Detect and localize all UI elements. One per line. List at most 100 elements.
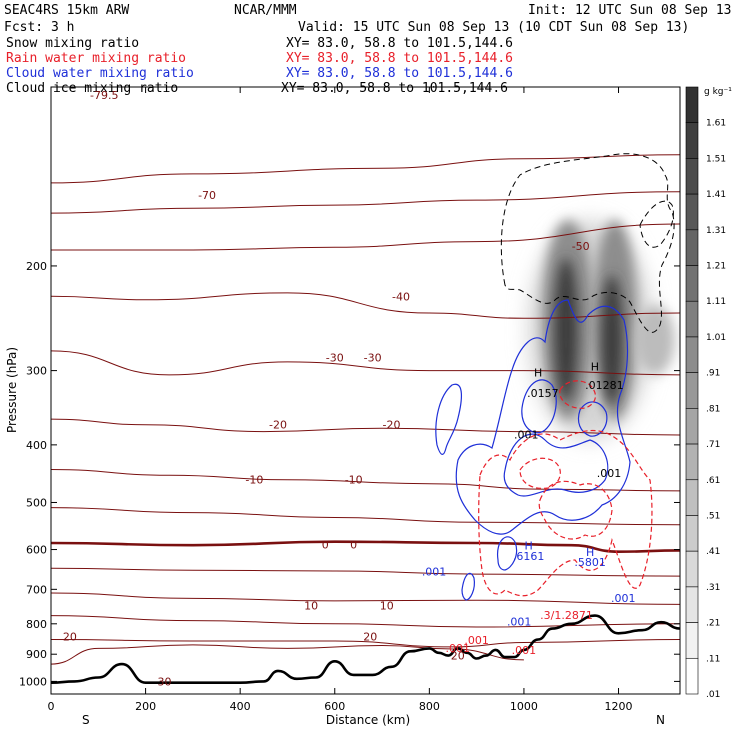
isotherm-5 bbox=[51, 567, 680, 577]
colorbar-label: 1.21 bbox=[706, 262, 726, 272]
isotherm-label: 10 bbox=[380, 599, 394, 612]
colorbar-box bbox=[685, 372, 699, 409]
cloud-ice-contours bbox=[500, 153, 675, 333]
cloud-water-contour-low bbox=[461, 572, 475, 601]
colorbar-label: .71 bbox=[706, 440, 720, 450]
isotherm-minus10 bbox=[51, 469, 680, 492]
top-edge-temperature-label: -79.5 bbox=[90, 89, 118, 102]
isotherm-label: -50 bbox=[572, 240, 590, 253]
y-tick-label: 700 bbox=[26, 583, 47, 596]
field-snow-name: Snow mixing ratio bbox=[6, 36, 139, 51]
colorbar-label: .41 bbox=[706, 547, 720, 557]
isotherm-20 bbox=[51, 639, 680, 648]
isotherm-minus60 bbox=[51, 191, 680, 214]
y-tick-label: 300 bbox=[26, 365, 47, 378]
field-cloudice-name: Cloud ice mixing ratio bbox=[6, 81, 178, 96]
field-rain-name: Rain water mixing ratio bbox=[6, 51, 186, 66]
colorbar-label: .11 bbox=[706, 654, 720, 664]
colorbar-box bbox=[685, 479, 699, 516]
colorbar-box bbox=[685, 515, 699, 552]
isotherm-label: -30 bbox=[326, 351, 344, 364]
contour-value-label: .001 bbox=[445, 642, 470, 655]
contour-value-label: H bbox=[534, 367, 542, 380]
plot-frame bbox=[50, 86, 681, 695]
snow-core-west bbox=[554, 258, 578, 402]
y-tick-label: 800 bbox=[26, 618, 47, 631]
contour-value-label: .001 bbox=[597, 467, 622, 480]
colorbar-box bbox=[685, 122, 699, 159]
colorbar-labels: 1.61 1.51 1.41 1.31 1.21 1.11 1.01 .91 .81 .71 .61… bbox=[706, 119, 726, 700]
rain-water-contour-outer bbox=[478, 429, 653, 597]
colorbar-label: 1.01 bbox=[706, 333, 726, 343]
isotherm-label: 0 bbox=[322, 538, 329, 551]
colorbar-label: .51 bbox=[706, 511, 720, 521]
field-cloudwater-name: Cloud water mixing ratio bbox=[6, 66, 194, 81]
colorbar-box bbox=[685, 229, 699, 266]
colorbar-box bbox=[685, 86, 699, 124]
colorbar: g kg⁻¹ 1.61 1.51 1.41 1.31 1.21 1.11 1.01 .91 .8… bbox=[685, 86, 732, 700]
isotherm-minus40 bbox=[51, 292, 680, 319]
x-tick-label: 800 bbox=[419, 700, 440, 713]
isotherm-minus50 bbox=[51, 223, 680, 251]
contour-value-label: .001 bbox=[507, 615, 532, 628]
snow-shade-tail bbox=[635, 305, 675, 375]
rain-water-contour-mid bbox=[519, 457, 561, 490]
isotherm-label: 0 bbox=[350, 538, 357, 551]
y-tick-label: 600 bbox=[26, 544, 47, 557]
colorbar-label: .01 bbox=[706, 690, 720, 700]
y-axis-label: Pressure (hPa) bbox=[5, 347, 19, 433]
cloud-water-contour-main bbox=[455, 299, 631, 535]
colorbar-label: .81 bbox=[706, 404, 720, 414]
isotherm-label: -70 bbox=[198, 189, 216, 202]
organization-label: NCAR/MMM bbox=[234, 3, 297, 18]
colorbar-label: 1.41 bbox=[706, 190, 726, 200]
colorbar-unit: g kg⁻¹ bbox=[704, 87, 732, 97]
contour-value-label: H bbox=[586, 546, 594, 559]
contour-value-label: .001 bbox=[514, 428, 539, 441]
field-cloudice-xy: XY= 83.0, 58.8 to 101.5,144.6 bbox=[281, 81, 508, 96]
y-tick-label: 1000 bbox=[19, 675, 47, 688]
contour-value-label: H bbox=[525, 540, 533, 553]
colorbar-box bbox=[685, 550, 699, 588]
isotherm-label: -20 bbox=[383, 419, 401, 432]
contour-value-label: .001 bbox=[422, 565, 447, 578]
colorbar-box bbox=[685, 336, 699, 373]
colorbar-box bbox=[685, 265, 699, 302]
isotherm-minus30 bbox=[51, 350, 680, 376]
contour-value-label: .0157 bbox=[527, 387, 559, 400]
model-title: SEAC4RS 15km ARW bbox=[4, 3, 129, 18]
cloud-water-contour-mid bbox=[503, 433, 609, 497]
axis-tick-labels: 0 200 400 600 800 1000 12002003004005006007008… bbox=[19, 260, 633, 713]
isotherm-lines bbox=[51, 154, 680, 665]
isotherm-25 bbox=[51, 644, 524, 665]
colorbar-box bbox=[685, 622, 699, 659]
isotherm-label: -40 bbox=[392, 290, 410, 303]
isotherm-label: 20 bbox=[451, 650, 465, 663]
field-rain-xy: XY= 83.0, 58.8 to 101.5,144.6 bbox=[286, 51, 513, 66]
isotherm-label: -10 bbox=[245, 473, 263, 486]
rain-water-contours bbox=[478, 380, 653, 597]
x-tick-label: 400 bbox=[230, 700, 251, 713]
x-tick-label: 200 bbox=[135, 700, 156, 713]
colorbar-box bbox=[685, 443, 699, 481]
contour-value-label: .001 bbox=[464, 634, 489, 647]
contour-value-label: .001 bbox=[611, 592, 636, 605]
cloud-ice-contour-outer bbox=[500, 153, 675, 333]
colorbar-label: 1.51 bbox=[706, 154, 726, 164]
forecast-hour: Fcst: 3 h bbox=[4, 20, 74, 35]
colorbar-label: .31 bbox=[706, 583, 720, 593]
isotherm-minus70 bbox=[51, 154, 680, 184]
colorbar-label: 1.61 bbox=[706, 119, 726, 129]
isotherm-0 bbox=[51, 540, 680, 554]
axis-ticks bbox=[50, 87, 680, 694]
north-end-label: N bbox=[656, 713, 665, 727]
x-tick-label: 600 bbox=[324, 700, 345, 713]
colorbar-box bbox=[685, 300, 699, 338]
colorbar-box bbox=[685, 193, 699, 231]
contour-value-label: .6161 bbox=[513, 550, 545, 563]
isotherm-minus20 bbox=[51, 418, 680, 436]
isotherm-label: -30 bbox=[364, 351, 382, 364]
isotherm-label: 30 bbox=[158, 675, 172, 688]
init-time: Init: 12 UTC Sun 08 Sep 13 bbox=[528, 3, 732, 18]
